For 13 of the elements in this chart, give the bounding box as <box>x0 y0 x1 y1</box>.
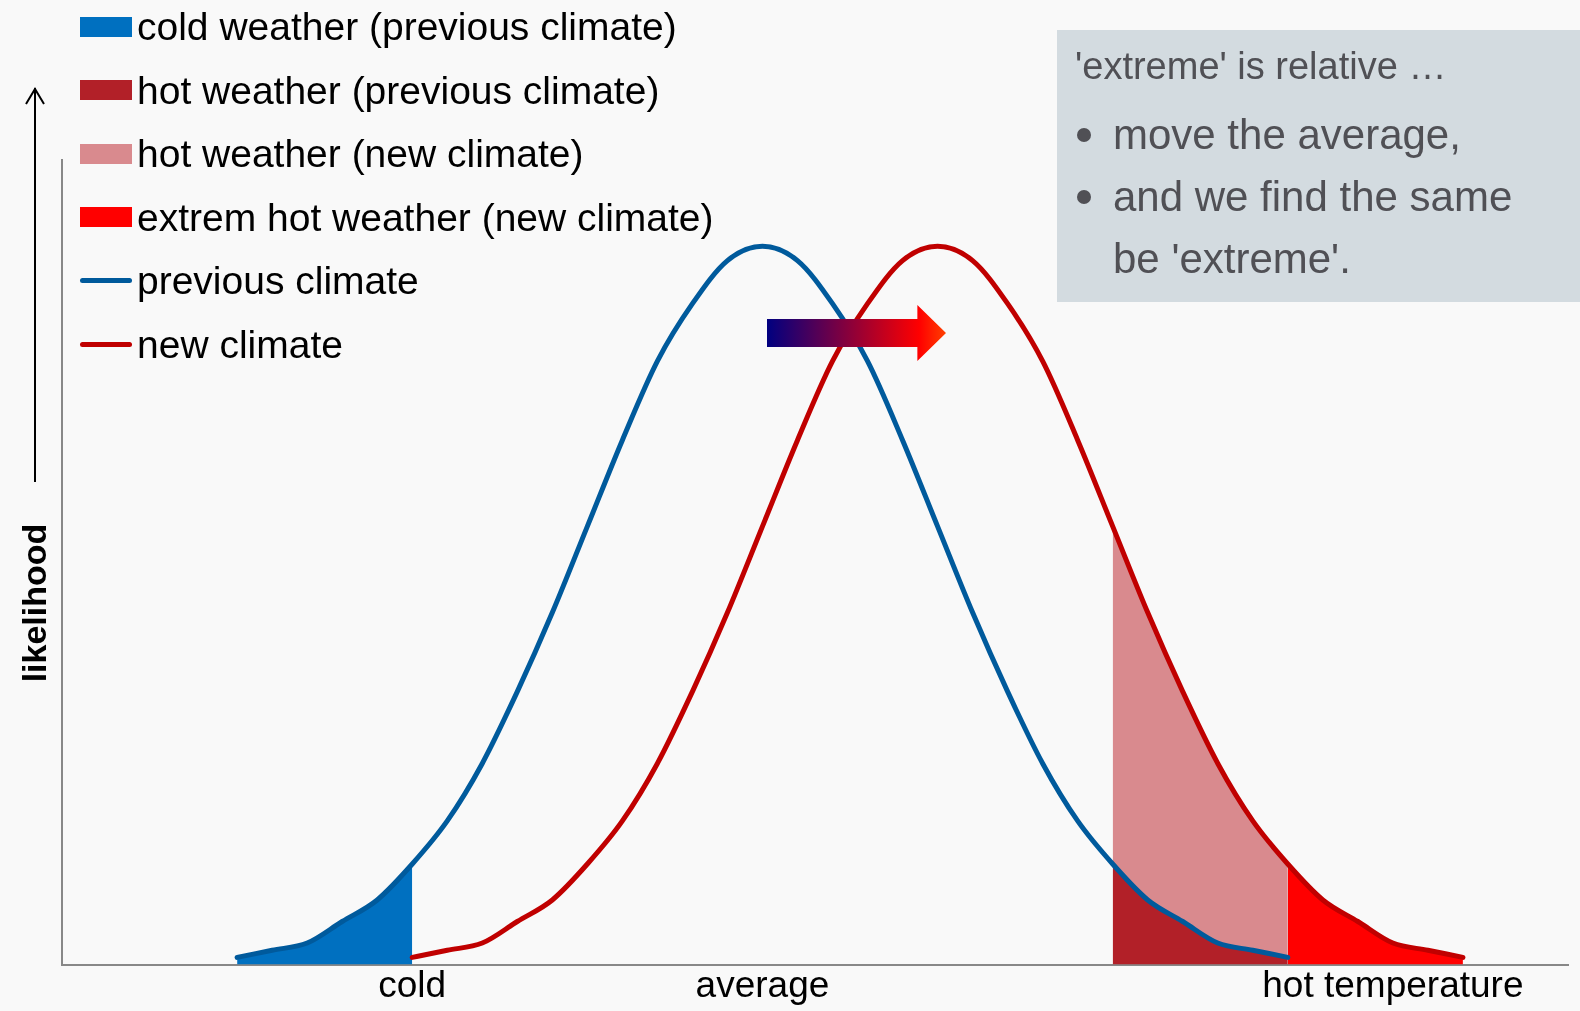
legend-label: new climate <box>137 321 343 368</box>
text: 'extreme' is relative … <box>1075 44 1448 89</box>
x-tick-label: cold <box>378 964 447 1005</box>
x-tick-label: average <box>695 964 830 1005</box>
legend-label: extrem hot weather (new climate) <box>137 194 714 241</box>
legend-label: hot weather (new climate) <box>137 131 584 177</box>
text: move the average, <box>1113 110 1462 160</box>
y-axis-title: likelihood <box>14 523 54 683</box>
legend-label: cold weather (previous climate) <box>137 4 677 50</box>
legend-label: previous climate <box>137 258 419 304</box>
annotation: and we find the same be 'extreme'. <box>1113 172 1514 284</box>
legend-label: hot weather (previous climate) <box>137 67 660 114</box>
x-tick-label: hot temperature <box>1262 964 1524 1005</box>
